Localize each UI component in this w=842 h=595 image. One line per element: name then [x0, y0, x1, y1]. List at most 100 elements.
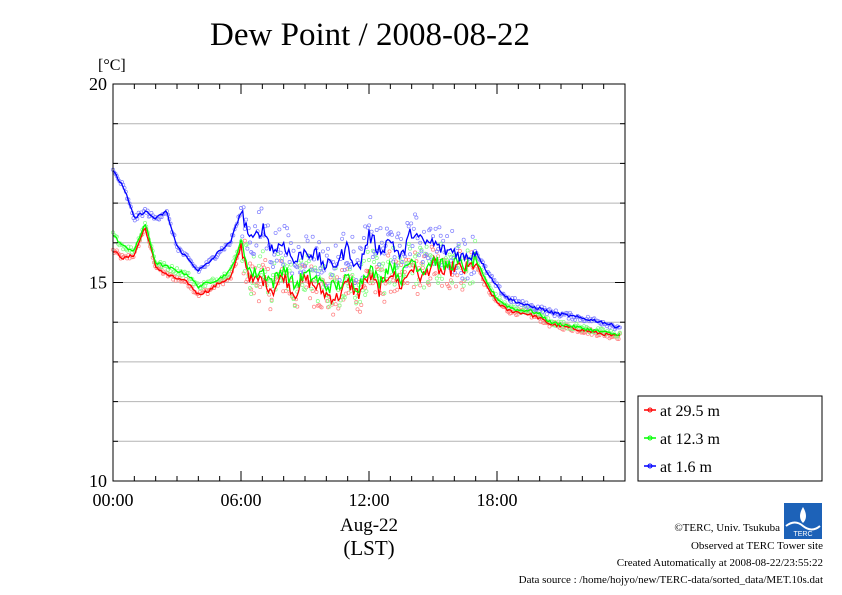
sample-point	[391, 278, 396, 283]
sample-point	[260, 249, 265, 254]
sample-point	[263, 258, 268, 263]
sample-point	[186, 271, 191, 275]
sample-point	[396, 263, 401, 268]
sample-point	[268, 307, 273, 312]
sample-point	[300, 262, 305, 267]
sample-point	[317, 240, 322, 245]
legend-swatch-dot	[647, 463, 653, 469]
sample-point	[288, 240, 293, 245]
sample-point	[420, 262, 425, 267]
series-line	[112, 227, 621, 337]
sample-point	[342, 267, 347, 272]
sample-point	[259, 273, 264, 278]
sample-point	[441, 238, 446, 243]
sample-point	[318, 266, 323, 271]
sample-point	[359, 303, 364, 307]
sample-point	[313, 265, 318, 270]
sample-point	[280, 259, 284, 264]
sample-point	[159, 215, 164, 220]
sample-point	[256, 210, 261, 215]
sample-point	[461, 237, 466, 242]
sample-point	[269, 298, 274, 303]
sample-point	[312, 257, 316, 262]
sample-point	[373, 290, 378, 295]
sample-point	[416, 253, 421, 258]
sample-point	[370, 255, 375, 260]
sample-point	[456, 242, 461, 246]
sample-point	[387, 249, 392, 254]
sample-point	[175, 266, 179, 271]
sample-point	[340, 268, 345, 273]
sample-point	[378, 226, 383, 231]
sample-point	[319, 270, 324, 275]
sample-point	[440, 283, 444, 288]
y-axis-label: [°C]	[98, 57, 126, 74]
sample-point	[386, 253, 391, 258]
sample-point	[190, 277, 195, 282]
sample-point	[436, 280, 441, 285]
sample-point	[374, 228, 379, 232]
sample-point	[446, 284, 451, 289]
sample-point	[438, 233, 443, 238]
sample-point	[381, 261, 386, 266]
sample-point	[282, 224, 287, 228]
sample-point	[413, 212, 418, 217]
sample-point	[345, 267, 350, 272]
sample-point	[556, 319, 561, 324]
sample-point	[271, 264, 275, 269]
x-tick-label: 06:00	[220, 490, 261, 510]
sample-point	[329, 272, 334, 277]
sample-point	[382, 291, 387, 296]
sample-point	[354, 300, 359, 304]
sample-point	[408, 246, 412, 251]
sample-point	[431, 234, 435, 239]
sample-point	[497, 295, 502, 300]
sample-point	[342, 295, 347, 300]
sample-point	[303, 264, 307, 269]
sample-point	[273, 230, 278, 235]
sample-point	[346, 290, 351, 295]
sample-point	[415, 236, 420, 241]
sample-point	[304, 234, 309, 239]
sample-point	[418, 240, 423, 245]
sample-point	[272, 252, 277, 257]
sample-point	[350, 234, 355, 239]
sample-point	[355, 307, 360, 312]
sample-point	[372, 260, 377, 264]
sample-point	[520, 299, 525, 304]
sample-point	[459, 271, 464, 275]
legend-items: at 29.5 m at 12.3 m at 1.6 m	[644, 403, 721, 476]
sample-point	[285, 226, 290, 231]
sample-point	[422, 285, 426, 290]
sample-point	[347, 267, 352, 272]
sample-point	[291, 248, 296, 253]
sample-point	[377, 262, 382, 267]
sample-point	[324, 253, 329, 258]
copyright-text: ©TERC, Univ. Tsukuba	[674, 522, 780, 534]
sample-point	[388, 289, 393, 294]
sample-point	[344, 291, 348, 296]
sample-point	[561, 320, 566, 324]
sample-point	[392, 282, 397, 287]
series-line	[112, 170, 621, 329]
sample-point	[434, 276, 439, 281]
sample-point	[254, 243, 259, 248]
sample-point	[374, 256, 379, 260]
sample-point	[258, 235, 263, 240]
sample-point	[361, 258, 366, 263]
sample-point	[455, 273, 460, 278]
sample-point	[237, 213, 242, 218]
sample-point	[245, 246, 250, 251]
sample-point	[367, 223, 371, 228]
sample-point	[312, 304, 316, 309]
grid-lines	[113, 123, 625, 442]
sample-point	[460, 287, 465, 292]
x-tick-label: 18:00	[476, 490, 517, 510]
sample-point	[283, 289, 288, 294]
sample-point	[177, 276, 182, 281]
sample-point	[473, 238, 478, 243]
sample-point	[428, 226, 433, 231]
sample-point	[395, 287, 400, 292]
sample-point	[450, 280, 455, 285]
